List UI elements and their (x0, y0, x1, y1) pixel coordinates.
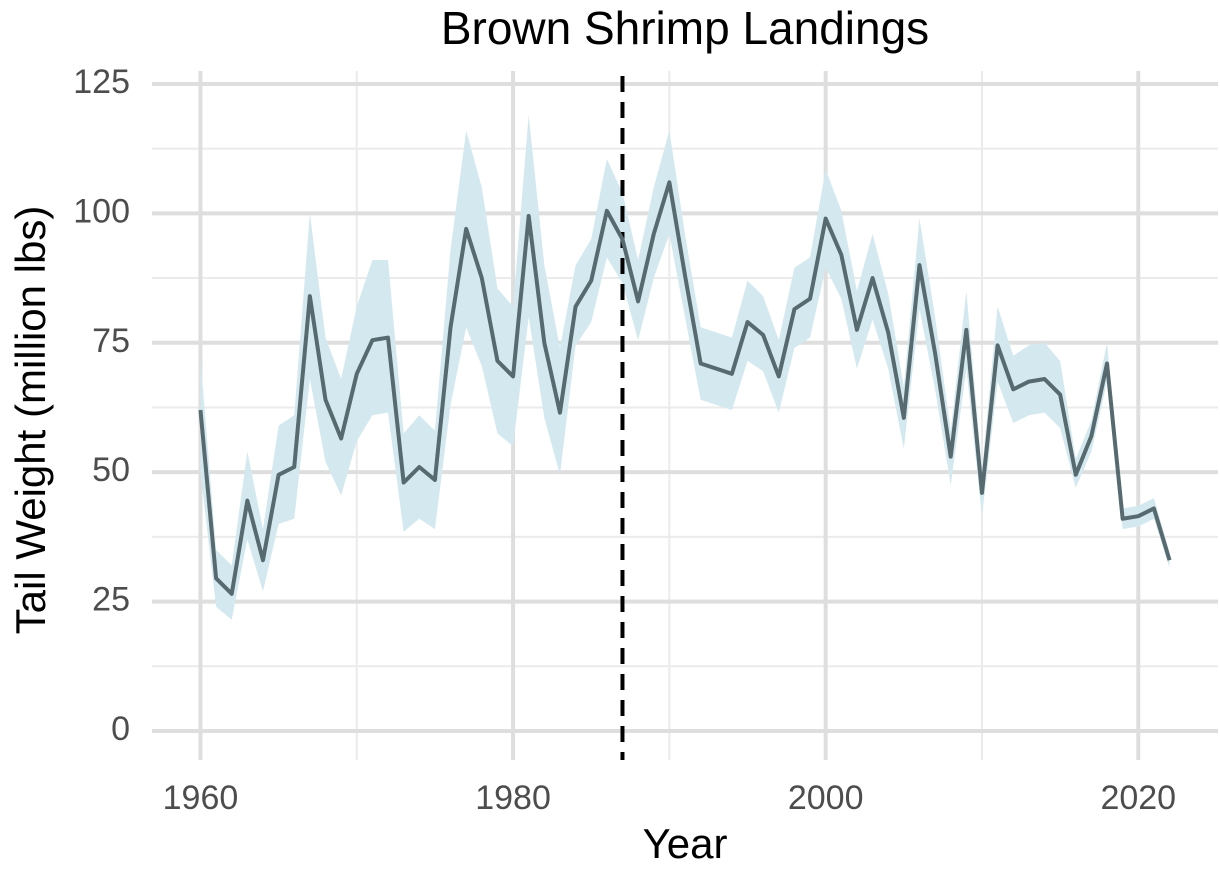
y-tick-label: 125 (73, 63, 130, 101)
y-tick-label: 50 (92, 451, 130, 489)
x-tick-label: 2020 (1100, 779, 1176, 817)
x-tick-label: 1980 (475, 779, 551, 817)
confidence-band (200, 115, 1170, 620)
y-tick-label: 100 (73, 192, 130, 230)
x-axis-title: Year (643, 820, 728, 867)
chart-title: Brown Shrimp Landings (441, 2, 929, 54)
y-axis-title: Tail Weight (million lbs) (7, 206, 54, 635)
x-tick-label: 1960 (163, 779, 239, 817)
data-line (198, 180, 1172, 596)
x-tick-label: 2000 (788, 779, 864, 817)
y-tick-label: 0 (111, 710, 130, 748)
y-tick-label: 75 (92, 322, 130, 360)
y-tick-label: 25 (92, 581, 130, 619)
